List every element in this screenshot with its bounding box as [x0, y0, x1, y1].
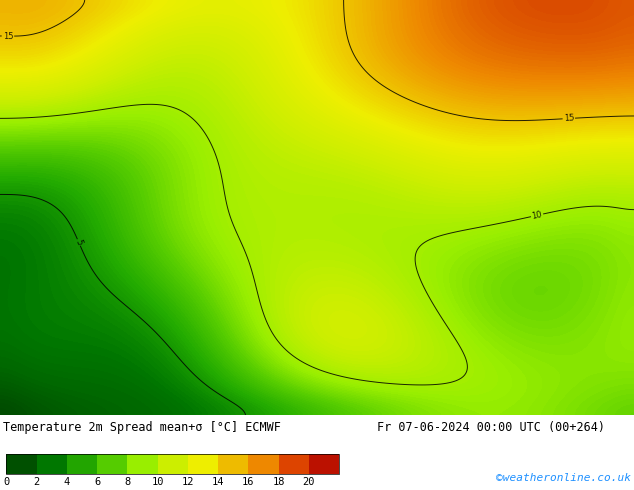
Text: 4: 4 — [64, 477, 70, 487]
Text: Fr 07-06-2024 00:00 UTC (00+264): Fr 07-06-2024 00:00 UTC (00+264) — [377, 420, 605, 434]
Text: 0: 0 — [3, 477, 10, 487]
Text: 10: 10 — [531, 210, 543, 221]
Text: 8: 8 — [124, 477, 131, 487]
Text: 18: 18 — [273, 477, 285, 487]
Text: 14: 14 — [212, 477, 224, 487]
Bar — [37, 454, 67, 474]
Bar — [279, 454, 309, 474]
Bar — [158, 454, 188, 474]
Text: 6: 6 — [94, 477, 100, 487]
Bar — [218, 454, 249, 474]
Text: 5: 5 — [74, 238, 84, 246]
Bar — [67, 454, 97, 474]
Text: 15: 15 — [3, 31, 13, 41]
Text: ©weatheronline.co.uk: ©weatheronline.co.uk — [496, 473, 631, 483]
Bar — [6, 454, 37, 474]
Text: 12: 12 — [182, 477, 194, 487]
Bar — [6, 454, 339, 474]
Bar — [97, 454, 127, 474]
Bar — [188, 454, 218, 474]
Text: 10: 10 — [152, 477, 164, 487]
Bar — [249, 454, 279, 474]
Text: Temperature 2m Spread mean+σ [°C] ECMWF: Temperature 2m Spread mean+σ [°C] ECMWF — [3, 420, 281, 434]
Text: 20: 20 — [302, 477, 315, 487]
Bar — [309, 454, 339, 474]
Text: 2: 2 — [34, 477, 40, 487]
Bar — [127, 454, 158, 474]
Text: 16: 16 — [242, 477, 255, 487]
Text: 15: 15 — [564, 114, 574, 123]
